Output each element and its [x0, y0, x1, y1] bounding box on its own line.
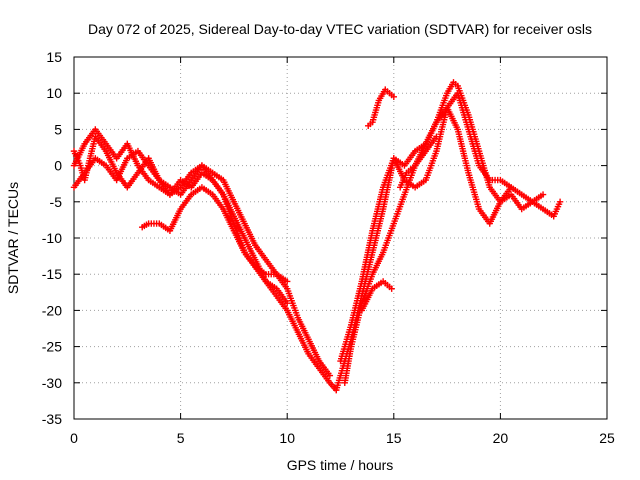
series-track-4 [139, 184, 291, 307]
data-point [433, 133, 440, 140]
series-track-10 [396, 133, 440, 191]
y-tick-label: 5 [54, 121, 62, 137]
chart-title: Day 072 of 2025, Sidereal Day-to-day VTE… [88, 21, 592, 37]
series-track-3 [70, 147, 291, 285]
x-axis-label: GPS time / hours [287, 457, 394, 473]
x-tick-label: 10 [279, 430, 295, 446]
y-tick-label: 15 [46, 49, 62, 65]
y-tick-label: -15 [42, 266, 62, 282]
y-axis-label: SDTVAR / TECUs [5, 182, 21, 294]
y-tick-label: 0 [54, 158, 62, 174]
x-tick-label: 5 [177, 430, 185, 446]
axis-ticks: 0 5 10 15 20 25 15 10 5 0 -5 -10 -15 -20 -25 -30 -35 [42, 49, 615, 446]
series-track-6 [337, 90, 515, 365]
data-point [284, 278, 291, 285]
x-tick-label: 20 [493, 430, 509, 446]
y-tick-label: -20 [42, 302, 62, 318]
data-point [388, 285, 395, 292]
x-tick-label: 15 [386, 430, 402, 446]
y-tick-label: -35 [42, 411, 62, 427]
y-tick-label: -10 [42, 230, 62, 246]
data-point [390, 93, 397, 101]
series-track-8 [358, 278, 395, 314]
y-tick-label: -30 [42, 375, 62, 391]
data-marks [70, 79, 564, 394]
y-tick-label: -5 [50, 194, 63, 210]
series-track-9 [365, 86, 397, 129]
data-point [556, 198, 564, 205]
data-point [539, 191, 547, 198]
y-tick-label: 10 [46, 85, 62, 101]
x-tick-label: 0 [70, 430, 78, 446]
data-point [326, 372, 334, 379]
x-tick-label: 25 [599, 430, 615, 446]
y-tick-label: -25 [42, 339, 62, 355]
data-point [284, 299, 291, 307]
